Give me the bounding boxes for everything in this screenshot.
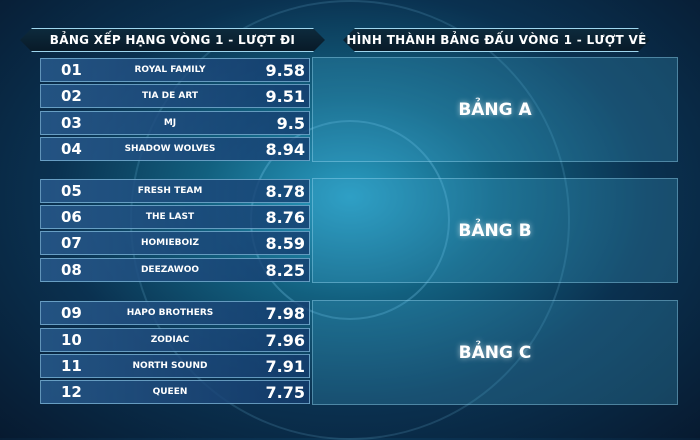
group-label: BẢNG C — [458, 342, 532, 363]
score: 9.58 — [265, 60, 305, 80]
rank: 04 — [61, 140, 82, 158]
group-label: BẢNG A — [458, 99, 532, 120]
score: 8.94 — [265, 139, 305, 159]
right-header-title: HÌNH THÀNH BẢNG ĐẤU VÒNG 1 - LƯỢT VỀ — [346, 33, 647, 47]
score: 8.76 — [265, 207, 305, 227]
score: 8.59 — [265, 233, 305, 253]
score: 7.91 — [265, 356, 305, 376]
score: 7.98 — [265, 303, 305, 323]
ranking-row: 12 QUEEN 7.75 — [40, 380, 310, 404]
rank: 01 — [61, 61, 82, 79]
score: 8.25 — [265, 260, 305, 280]
rank: 05 — [61, 182, 82, 200]
score: 9.51 — [265, 86, 305, 106]
team-name: QUEEN — [152, 387, 188, 397]
ranking-row: 06 THE LAST 8.76 — [40, 205, 310, 229]
left-header-title: BẢNG XẾP HẠNG VÒNG 1 - LƯỢT ĐI — [49, 33, 296, 47]
score: 7.75 — [265, 382, 305, 402]
team-name: DEEZAWOO — [140, 265, 200, 275]
left-header: BẢNG XẾP HẠNG VÒNG 1 - LƯỢT ĐI — [20, 28, 325, 52]
team-name: TIA DE ART — [142, 91, 198, 101]
ranking-row: 04 SHADOW WOLVES 8.94 — [40, 137, 310, 161]
team-name: THE LAST — [145, 212, 195, 222]
ranking-row: 03 MJ 9.5 — [40, 111, 310, 135]
team-name: HAPO BROTHERS — [126, 308, 214, 318]
right-header: HÌNH THÀNH BẢNG ĐẤU VÒNG 1 - LƯỢT VỀ — [343, 28, 650, 52]
rank: 11 — [61, 357, 82, 375]
rank: 09 — [61, 304, 82, 322]
group-b-panel: BẢNG B — [312, 178, 678, 283]
team-name: SHADOW WOLVES — [124, 144, 216, 154]
rank: 06 — [61, 208, 82, 226]
ranking-row: 10 ZODIAC 7.96 — [40, 328, 310, 352]
ranking-row: 02 TIA DE ART 9.51 — [40, 84, 310, 108]
team-name: MJ — [163, 118, 177, 128]
team-name: HOMIEBOIZ — [140, 238, 200, 248]
ranking-row: 11 NORTH SOUND 7.91 — [40, 354, 310, 378]
ranking-row: 07 HOMIEBOIZ 8.59 — [40, 231, 310, 255]
rank: 12 — [61, 383, 82, 401]
team-name: NORTH SOUND — [132, 361, 208, 371]
group-c-panel: BẢNG C — [312, 300, 678, 405]
group-label: BẢNG B — [458, 220, 532, 241]
ranking-row: 01 ROYAL FAMILY 9.58 — [40, 58, 310, 82]
rank: 02 — [61, 87, 82, 105]
group-a-panel: BẢNG A — [312, 57, 678, 162]
score: 8.78 — [265, 181, 305, 201]
score: 7.96 — [265, 330, 305, 350]
rank: 07 — [61, 234, 82, 252]
rank: 03 — [61, 114, 82, 132]
ranking-row: 05 FRESH TEAM 8.78 — [40, 179, 310, 203]
rank: 08 — [61, 261, 82, 279]
score: 9.5 — [276, 113, 305, 133]
ranking-row: 09 HAPO BROTHERS 7.98 — [40, 301, 310, 325]
team-name: FRESH TEAM — [137, 186, 203, 196]
ranking-row: 08 DEEZAWOO 8.25 — [40, 258, 310, 282]
team-name: ZODIAC — [150, 335, 190, 345]
team-name: ROYAL FAMILY — [134, 65, 206, 75]
rank: 10 — [61, 331, 82, 349]
